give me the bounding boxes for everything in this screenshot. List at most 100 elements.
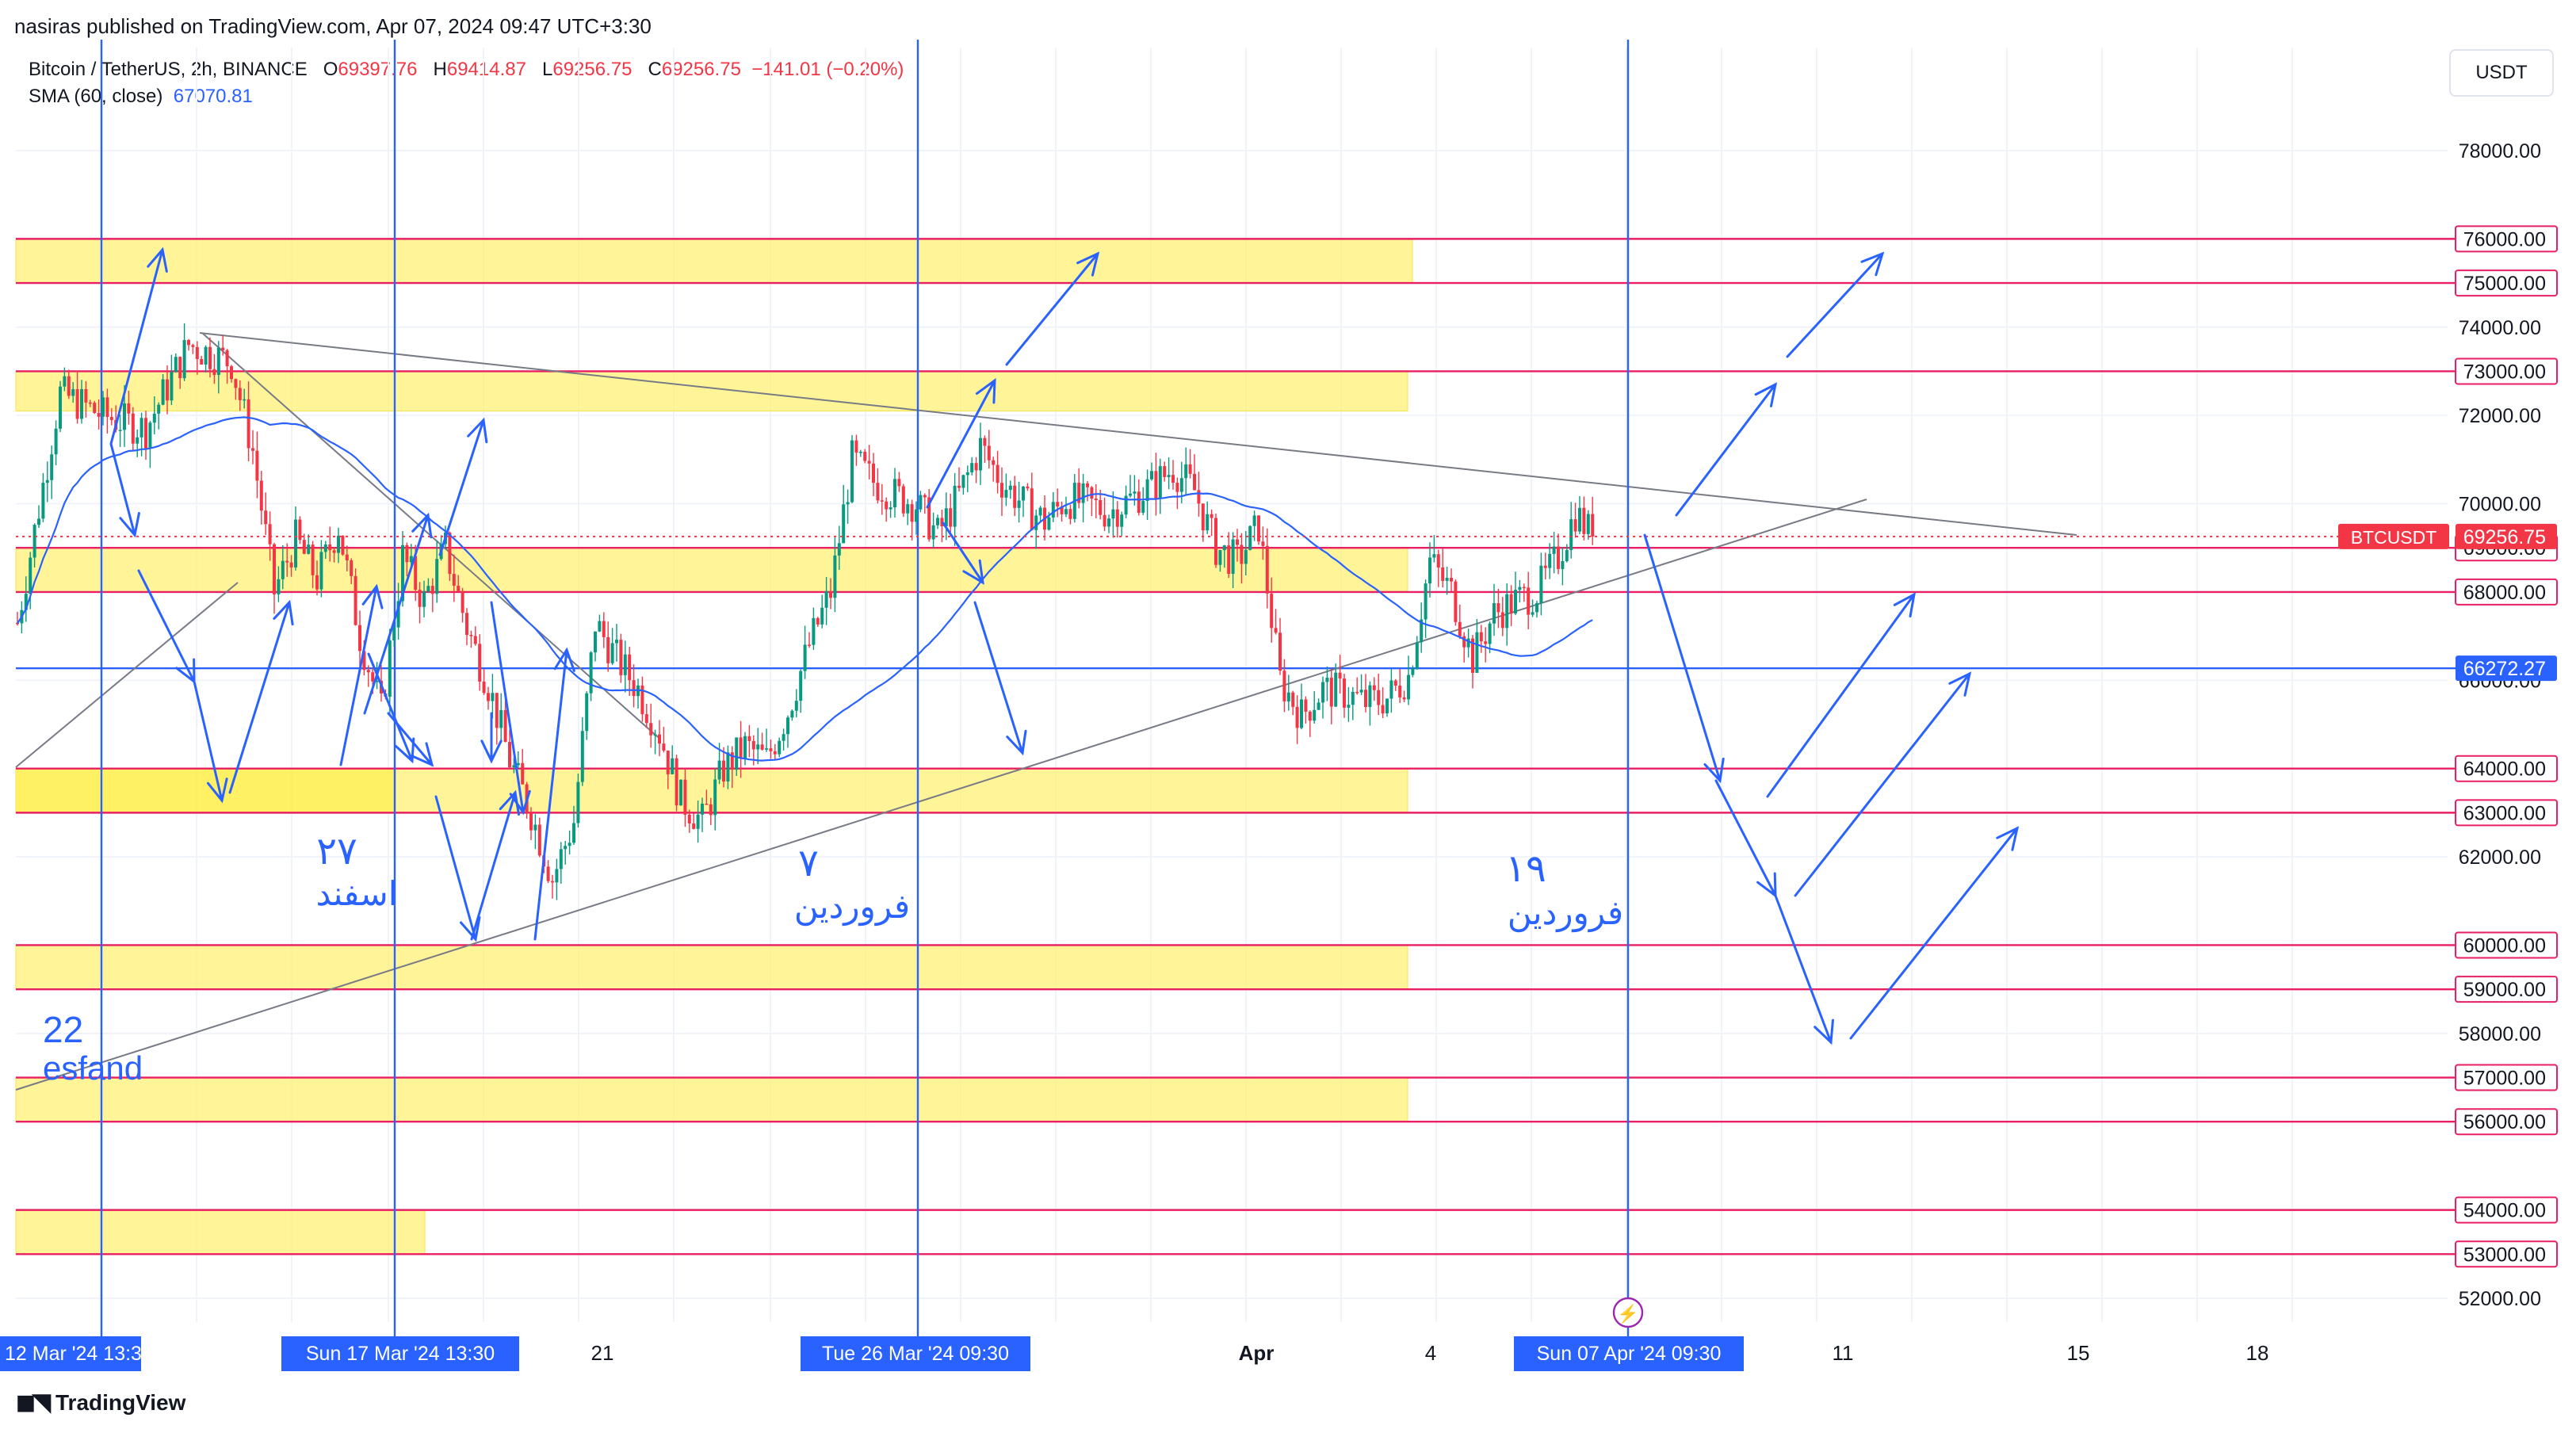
candle-body — [1013, 485, 1017, 508]
candle-body — [247, 399, 250, 449]
price-level-tag-label: 56000.00 — [2463, 1111, 2546, 1133]
candle-body — [598, 621, 602, 632]
drawn-arrow — [926, 379, 996, 509]
candle-body — [623, 654, 627, 675]
ascending-trendline — [15, 499, 1867, 1091]
candle-body — [713, 779, 717, 816]
candle-body — [615, 640, 618, 644]
candle-body — [354, 575, 357, 625]
candle-body — [187, 340, 190, 346]
candle-body — [751, 740, 755, 750]
candle-body — [628, 654, 632, 681]
candle-body — [1505, 594, 1509, 629]
price-level-tag — [2455, 225, 2558, 253]
candle-body — [953, 485, 957, 527]
tradingview-brand[interactable]: ◼◥ TradingView — [16, 1389, 185, 1416]
drawn-arrow — [339, 585, 378, 766]
candle-body — [799, 671, 803, 701]
candle-body — [1329, 678, 1333, 707]
support-resistance-zone — [15, 1077, 1408, 1122]
candle-body — [1586, 514, 1590, 534]
candle-body — [161, 379, 165, 405]
candle-body — [1325, 678, 1329, 682]
candle-body — [786, 717, 789, 735]
support-resistance-zone — [15, 370, 1408, 412]
price-level-tag-label: 54000.00 — [2463, 1200, 2546, 1222]
price-level-tag — [2455, 976, 2558, 1003]
candle-body — [1197, 490, 1201, 504]
candle-body — [45, 480, 49, 483]
candle-body — [965, 472, 969, 476]
candle-body — [1591, 514, 1595, 537]
arrow-head — [509, 789, 531, 816]
drawn-arrow — [387, 712, 434, 766]
sma-label: SMA (60, close) — [29, 86, 163, 107]
candle-body — [1026, 486, 1030, 489]
candle-body — [1270, 593, 1274, 629]
x-axis-highlight — [281, 1336, 519, 1371]
sma-line — [17, 416, 1593, 762]
candle-body — [1509, 594, 1513, 614]
candle-body — [345, 554, 349, 560]
candle-body — [59, 386, 62, 429]
annotation-text: ۲۷ — [316, 831, 357, 873]
candle-body — [568, 843, 571, 846]
candle-body — [1188, 464, 1192, 474]
candle-body — [1466, 638, 1470, 648]
open-value: 69397.76 — [338, 59, 418, 80]
candle-body — [1145, 479, 1149, 502]
candle-body — [1193, 473, 1196, 491]
candle-body — [1475, 632, 1479, 673]
candle-body — [683, 779, 687, 815]
price-level-tag-label: 53000.00 — [2463, 1244, 2546, 1266]
candle-body — [182, 340, 186, 379]
candle-body — [880, 500, 884, 502]
candle-body — [1407, 674, 1410, 700]
candle-body — [452, 574, 456, 587]
candle-body — [366, 670, 370, 673]
candle-body — [901, 486, 905, 514]
candle-body — [987, 445, 991, 460]
sma-legend[interactable]: SMA (60, close) 67070.81 — [29, 86, 253, 108]
price-level-tag — [2455, 1108, 2558, 1136]
candle-body — [1201, 503, 1205, 531]
candle-body — [430, 586, 434, 594]
candle-body — [1030, 488, 1034, 530]
candle-body — [1454, 581, 1458, 622]
candle-body — [1022, 486, 1025, 501]
candle-body — [790, 710, 794, 718]
candle-body — [1471, 638, 1474, 673]
symbol-price-tag-label: BTCUSDT — [2351, 527, 2437, 548]
candle-body — [1017, 500, 1021, 508]
candle-body — [837, 543, 841, 556]
symbol-name[interactable]: Bitcoin / TetherUS, 2h, BINANCE — [29, 59, 308, 80]
candle-body — [499, 709, 503, 728]
blue-level-tag — [2456, 655, 2557, 682]
candle-body — [675, 758, 678, 806]
currency-selector[interactable]: USDT — [2449, 49, 2554, 97]
candle-body — [1393, 680, 1397, 686]
candle-body — [782, 734, 785, 741]
candle-body — [243, 399, 247, 401]
candle-body — [842, 504, 846, 544]
support-resistance-zone — [15, 1209, 426, 1255]
published-header: nasiras published on TradingView.com, Ap… — [14, 14, 652, 38]
candle-body — [1582, 507, 1586, 534]
candle-body — [88, 402, 92, 404]
price-level-tag-label: 76000.00 — [2463, 228, 2546, 250]
price-level-tag-label: 64000.00 — [2463, 759, 2546, 781]
candle-body — [594, 631, 597, 653]
candle-body — [1252, 515, 1256, 526]
candle-body — [93, 403, 97, 414]
candle-body — [1261, 541, 1265, 546]
candle-body — [1389, 680, 1393, 699]
candle-body — [487, 693, 490, 701]
candle-body — [923, 495, 927, 498]
candle-body — [97, 413, 101, 417]
candle-body — [829, 590, 832, 598]
arrow-head — [553, 647, 575, 672]
candle-body — [277, 579, 281, 594]
x-axis-label: Apr — [1239, 1341, 1275, 1365]
candle-body — [131, 413, 135, 444]
